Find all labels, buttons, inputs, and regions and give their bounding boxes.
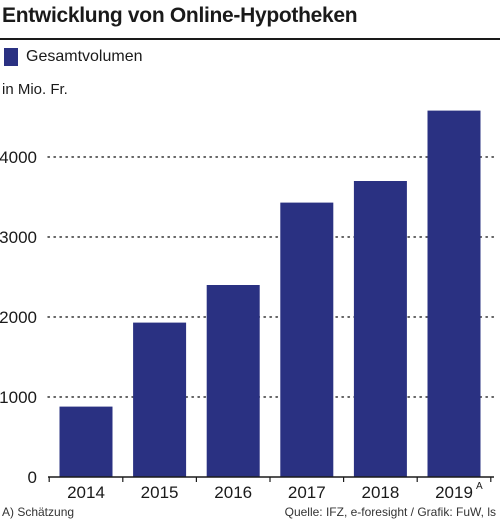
bar-2015: [133, 322, 187, 477]
legend-swatch: [4, 48, 18, 66]
x-tick-label: 2018: [361, 483, 399, 502]
x-tick-label: 2017: [288, 483, 326, 502]
legend-label: Gesamtvolumen: [26, 48, 143, 65]
y-axis-unit-label: in Mio. Fr.: [2, 81, 68, 98]
y-tick-label: 1000: [0, 388, 37, 407]
x-tick-label: 2015: [141, 483, 179, 502]
footnote: A) Schätzung: [2, 505, 75, 519]
x-tick-label: 2016: [214, 483, 252, 502]
source-credit: Quelle: IFZ, e-foresight / Grafik: FuW, …: [284, 505, 496, 519]
y-tick-label: 2000: [0, 308, 37, 327]
y-tick-label: 3000: [0, 228, 37, 247]
chart-title: Entwicklung von Online-Hypotheken: [2, 4, 358, 27]
bar-2017: [280, 202, 334, 477]
bar-2016: [206, 285, 260, 477]
bar-2019: [427, 110, 481, 477]
y-tick-label: 4000: [0, 148, 37, 167]
legend: Gesamtvolumen: [4, 48, 143, 66]
bar-2014: [59, 406, 113, 477]
bar-2018: [353, 181, 407, 477]
x-tick-label: 2019: [435, 483, 473, 502]
title-divider: [0, 38, 500, 40]
x-tick-superscript: A: [476, 481, 483, 492]
x-tick-label: 2014: [67, 483, 105, 502]
y-tick-label: 0: [28, 468, 37, 487]
